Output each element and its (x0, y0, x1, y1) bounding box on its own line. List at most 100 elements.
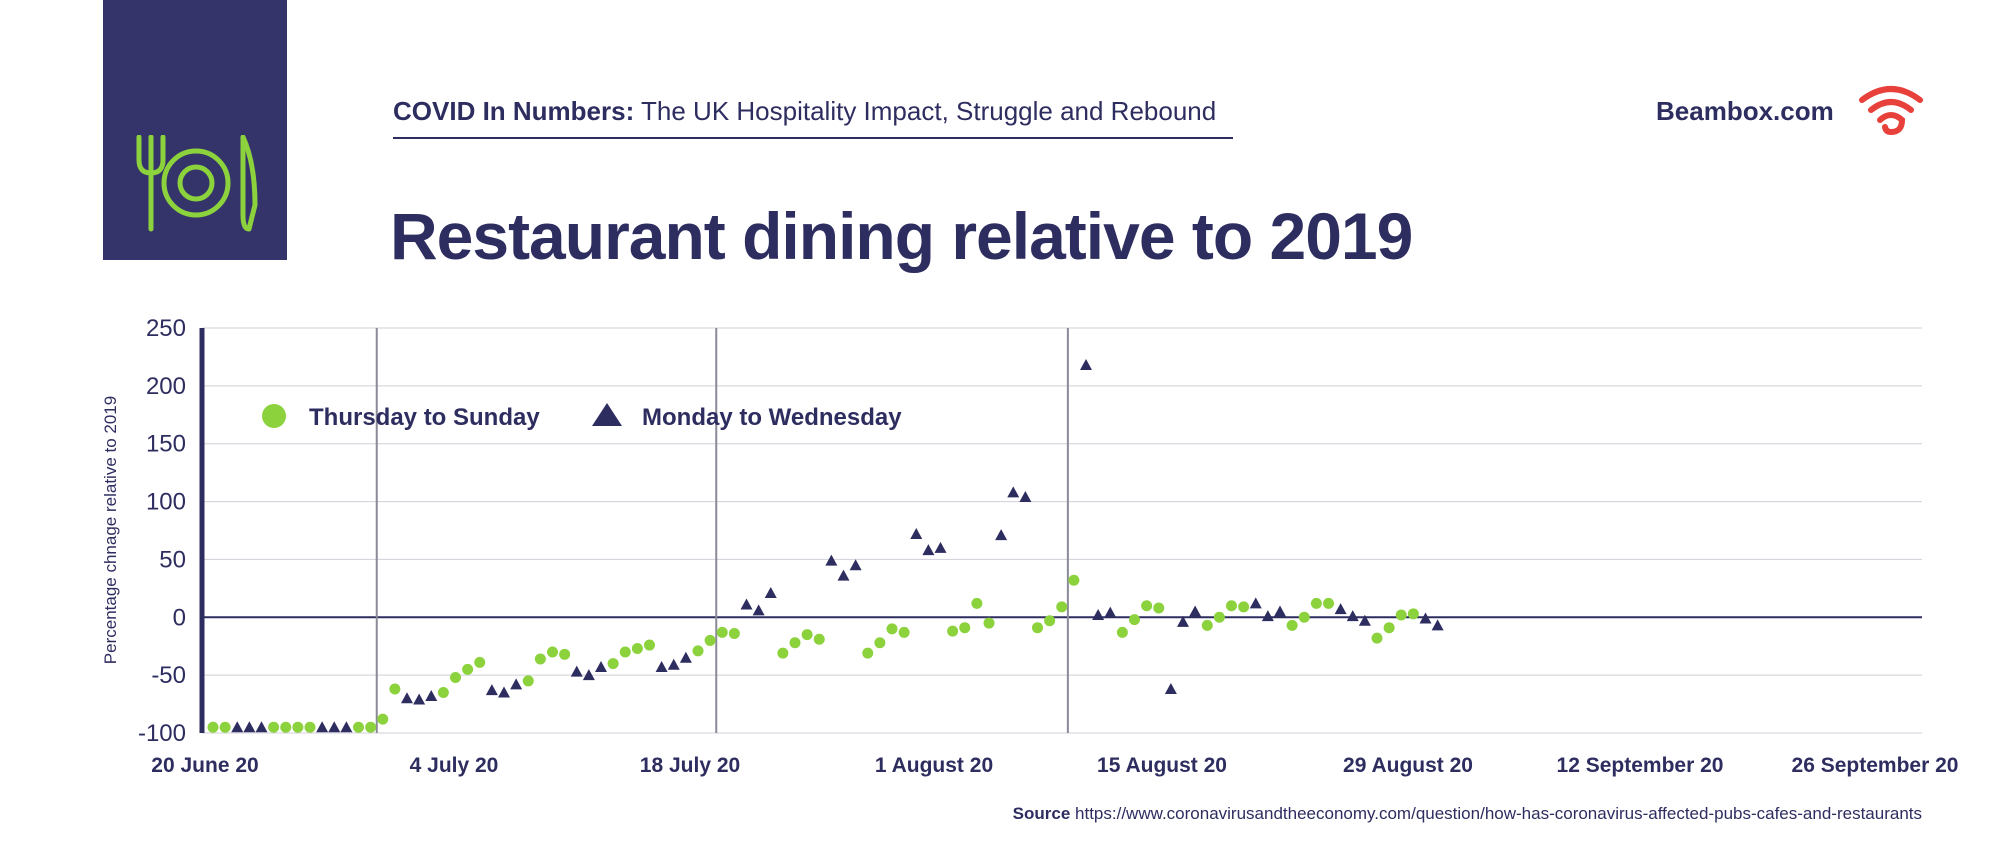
data-point-thursday-sunday (304, 721, 316, 733)
y-axis-label: Percentage chnage relative to 2019 (101, 396, 120, 664)
data-point-thursday-sunday (1141, 600, 1153, 612)
source-url[interactable]: https://www.coronavirusandtheeconomy.com… (1075, 804, 1922, 823)
data-point-monday-wednesday (1080, 359, 1092, 371)
data-point-thursday-sunday (1213, 611, 1225, 623)
data-point-thursday-sunday (1371, 632, 1383, 644)
data-point-monday-wednesday (1358, 614, 1371, 626)
data-point-monday-wednesday (1164, 683, 1177, 695)
data-point-thursday-sunday (219, 721, 231, 733)
data-point-monday-wednesday (1019, 490, 1032, 502)
y-tick-label: 150 (146, 431, 186, 458)
x-tick-label: 1 August 20 (875, 754, 993, 777)
data-point-thursday-sunday (1238, 601, 1250, 613)
data-point-thursday-sunday (813, 633, 825, 645)
brand-name[interactable]: Beambox.com (1656, 96, 1834, 126)
data-point-thursday-sunday (801, 629, 813, 641)
data-point-monday-wednesday (1261, 610, 1274, 622)
data-point-thursday-sunday (1407, 608, 1419, 620)
data-point-thursday-sunday (437, 687, 449, 698)
header-underline (393, 137, 1233, 139)
data-point-thursday-sunday (1068, 574, 1080, 586)
data-point-thursday-sunday (704, 634, 716, 646)
data-point-thursday-sunday (268, 721, 280, 733)
data-point-thursday-sunday (292, 721, 304, 733)
x-tick-label: 26 September 20 (1792, 754, 1959, 777)
data-point-monday-wednesday (340, 721, 353, 733)
series-subtitle: The UK Hospitality Impact, Struggle and … (641, 96, 1217, 126)
data-point-monday-wednesday (1419, 612, 1432, 624)
data-point-thursday-sunday (474, 656, 486, 668)
series-header: COVID In Numbers: The UK Hospitality Imp… (393, 96, 1216, 127)
data-point-monday-wednesday (1104, 606, 1117, 618)
data-point-monday-wednesday (231, 721, 244, 733)
x-tick-label: 4 July 20 (410, 754, 499, 777)
data-point-thursday-sunday (607, 658, 619, 670)
data-point-thursday-sunday (1153, 602, 1165, 614)
data-point-monday-wednesday (837, 569, 850, 581)
data-point-thursday-sunday (1129, 614, 1140, 626)
data-point-monday-wednesday (498, 686, 510, 698)
data-point-monday-wednesday (1346, 610, 1359, 622)
data-point-thursday-sunday (1286, 619, 1298, 631)
data-point-thursday-sunday (716, 626, 728, 638)
data-point-thursday-sunday (619, 646, 631, 658)
data-point-thursday-sunday (983, 617, 995, 629)
data-point-monday-wednesday (849, 559, 862, 571)
data-point-thursday-sunday (959, 622, 971, 634)
data-point-thursday-sunday (947, 625, 959, 637)
source-note: Source https://www.coronavirusandtheecon… (1013, 804, 1922, 824)
data-point-thursday-sunday (1383, 622, 1395, 634)
data-point-monday-wednesday (995, 529, 1008, 541)
data-point-monday-wednesday (570, 665, 583, 677)
legend-label-thursday-sunday: Thursday to Sunday (309, 404, 540, 431)
data-point-thursday-sunday (534, 653, 546, 665)
data-point-monday-wednesday (328, 721, 341, 733)
fork-knife-plate-icon (136, 135, 258, 232)
data-point-monday-wednesday (934, 541, 947, 553)
data-point-monday-wednesday (752, 604, 765, 616)
legend-label-monday-wednesday: Monday to Wednesday (642, 404, 902, 431)
data-point-monday-wednesday (1007, 486, 1020, 498)
data-point-monday-wednesday (764, 586, 777, 598)
data-point-thursday-sunday (450, 671, 461, 683)
data-point-monday-wednesday (401, 692, 413, 704)
data-point-monday-wednesday (595, 661, 607, 673)
data-point-monday-wednesday (679, 651, 692, 663)
data-point-thursday-sunday (644, 639, 655, 651)
data-point-thursday-sunday (862, 647, 874, 659)
data-point-thursday-sunday (971, 597, 983, 609)
x-tick-label: 12 September 20 (1557, 754, 1724, 777)
data-point-monday-wednesday (1092, 608, 1105, 620)
data-point-thursday-sunday (631, 643, 643, 655)
data-point-thursday-sunday (377, 713, 389, 725)
wifi-brand-icon[interactable] (1858, 82, 1924, 138)
data-point-thursday-sunday (207, 721, 219, 733)
data-point-thursday-sunday (1298, 611, 1310, 623)
data-point-monday-wednesday (655, 661, 668, 673)
data-point-monday-wednesday (413, 693, 426, 705)
data-point-thursday-sunday (1395, 609, 1407, 621)
data-point-thursday-sunday (353, 721, 364, 733)
data-point-monday-wednesday (425, 689, 438, 701)
data-point-thursday-sunday (462, 663, 474, 675)
data-point-thursday-sunday (898, 626, 910, 638)
y-tick-label: -50 (151, 662, 186, 689)
y-tick-label: 50 (159, 546, 186, 573)
data-point-monday-wednesday (740, 598, 753, 610)
data-point-monday-wednesday (1189, 605, 1202, 617)
data-point-monday-wednesday (1249, 597, 1262, 609)
data-point-monday-wednesday (1274, 605, 1286, 617)
data-point-monday-wednesday (825, 554, 838, 566)
data-point-thursday-sunday (522, 675, 534, 687)
y-tick-label: -100 (138, 720, 186, 747)
data-point-thursday-sunday (559, 648, 571, 660)
data-point-thursday-sunday (1201, 619, 1213, 631)
data-point-monday-wednesday (922, 544, 935, 556)
data-point-monday-wednesday (1177, 615, 1189, 627)
scatter-chart: 250 200 150 100 50 0 -50 -100 20 June 20 4 July 2… (101, 315, 1959, 777)
y-tick-label: 200 (146, 373, 186, 400)
data-point-monday-wednesday (485, 684, 498, 696)
data-point-monday-wednesday (510, 678, 523, 690)
data-point-monday-wednesday (582, 669, 595, 681)
chart-title: Restaurant dining relative to 2019 (390, 199, 1413, 273)
